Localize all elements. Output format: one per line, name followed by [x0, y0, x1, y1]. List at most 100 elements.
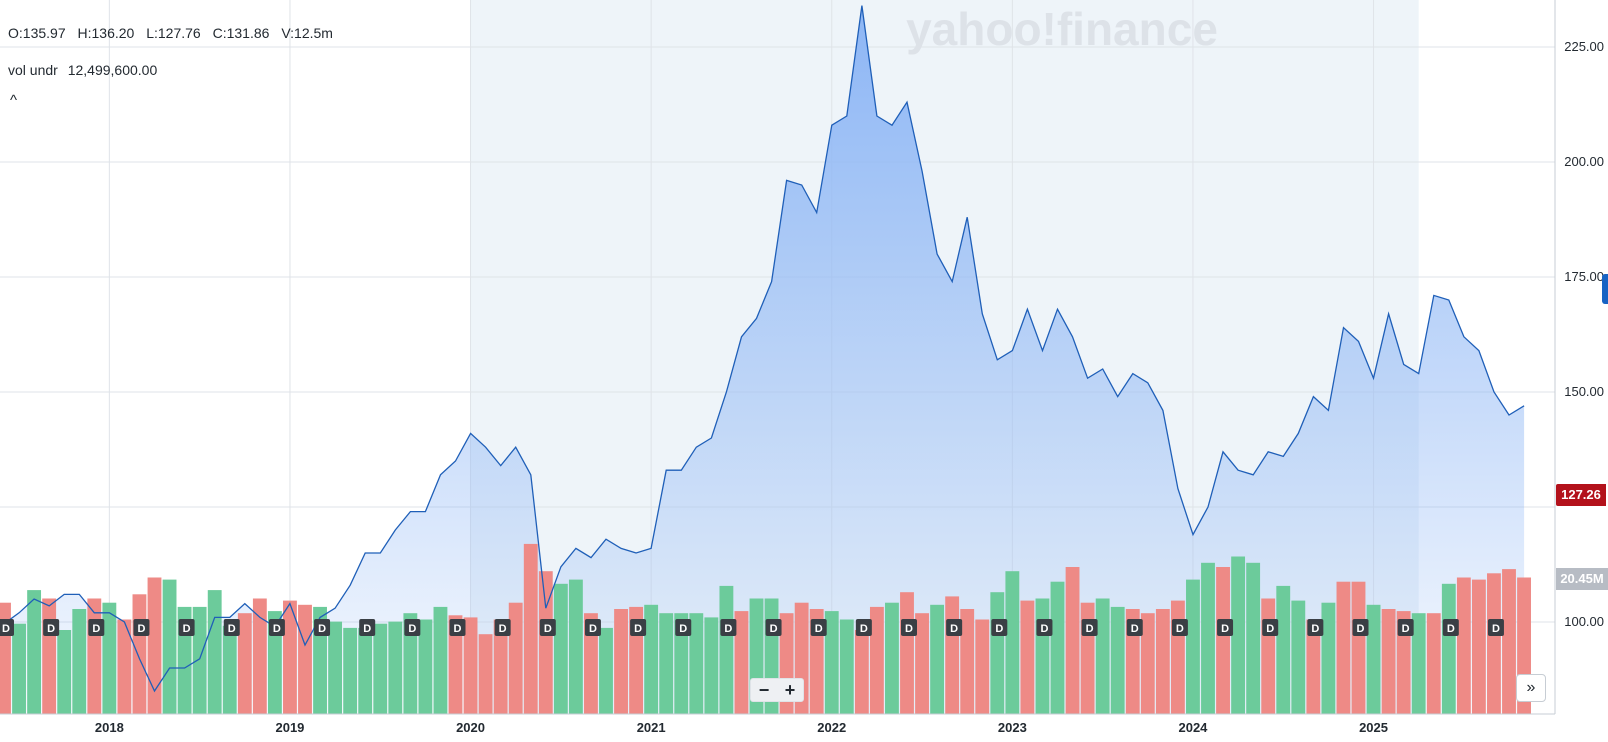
zoom-out-button[interactable]: −	[758, 680, 770, 700]
volume-bar	[568, 579, 583, 714]
y-tick-label: 175.00	[1564, 269, 1604, 284]
ohlc-readout: O:135.97 H:136.20 L:127.76 C:131.86 V:12…	[8, 25, 341, 41]
volume-bar	[1216, 567, 1230, 714]
dividend-marker[interactable]	[1352, 619, 1369, 636]
volume-bar	[1155, 609, 1170, 714]
dividend-marker[interactable]	[1307, 619, 1324, 636]
dividend-marker[interactable]	[404, 619, 421, 636]
volume-bar	[599, 627, 613, 714]
volume-bar	[1140, 613, 1155, 714]
zoom-controls: − +	[750, 678, 804, 702]
volume-bar	[1426, 613, 1441, 714]
volume-bar	[1351, 581, 1366, 714]
dividend-marker[interactable]	[1036, 619, 1053, 636]
volume-bar	[1336, 581, 1351, 714]
last-price-tag: 127.26	[1556, 484, 1606, 506]
dividend-marker[interactable]	[810, 619, 827, 636]
dividend-marker[interactable]	[1217, 619, 1234, 636]
x-tick-label: 2023	[998, 720, 1027, 735]
volume-bar	[885, 602, 899, 714]
dividend-marker-label: D	[724, 623, 732, 635]
volume-bar	[463, 617, 478, 714]
volume-bar	[990, 592, 1005, 714]
collapse-chevron-icon[interactable]: ^	[10, 92, 18, 109]
dividend-marker[interactable]	[494, 619, 511, 636]
volume-bar	[478, 634, 493, 714]
volume-bar	[689, 613, 704, 714]
dividend-marker[interactable]	[855, 619, 872, 636]
volume-bar	[132, 594, 147, 714]
zoom-in-button[interactable]: +	[784, 680, 796, 700]
dividend-marker[interactable]	[991, 619, 1008, 636]
dividend-marker[interactable]	[901, 619, 917, 636]
volume-bar	[72, 609, 87, 714]
open-value: O:135.97	[8, 25, 66, 41]
y-tick-label: 150.00	[1564, 384, 1604, 399]
dividend-marker-label: D	[1402, 623, 1410, 635]
volume-bar	[448, 615, 463, 714]
dividend-marker[interactable]	[1126, 619, 1143, 636]
x-tick-label: 2022	[817, 720, 846, 735]
dividend-marker[interactable]	[223, 619, 240, 636]
volume-bar	[252, 598, 267, 714]
dividend-marker[interactable]	[1487, 619, 1504, 636]
volume-bar	[1366, 604, 1381, 714]
x-tick-label: 2024	[1178, 720, 1208, 735]
dividend-marker-label: D	[815, 623, 823, 635]
high-value: H:136.20	[77, 25, 135, 41]
volume-bar	[1246, 562, 1261, 714]
dividend-marker[interactable]	[630, 619, 647, 636]
volume-bar	[222, 625, 237, 714]
dividend-marker[interactable]	[539, 619, 556, 636]
volume-bar	[1035, 598, 1050, 714]
x-tick-label: 2020	[456, 720, 485, 735]
dividend-marker[interactable]	[43, 619, 60, 636]
yahoo-finance-watermark: yahoo!finance	[906, 3, 1218, 55]
dividend-marker[interactable]	[946, 619, 963, 636]
dividend-marker[interactable]	[1171, 619, 1188, 636]
dividend-marker[interactable]	[133, 619, 150, 636]
dividend-marker[interactable]	[1081, 619, 1098, 636]
x-tick-label: 2019	[275, 720, 304, 735]
volume-bar	[584, 613, 598, 714]
dividend-marker-label: D	[1040, 623, 1048, 635]
volume-bar	[403, 613, 418, 714]
dividend-marker[interactable]	[1262, 619, 1279, 636]
volume-bar	[388, 621, 403, 714]
volume-bar	[869, 606, 884, 714]
dividend-marker[interactable]	[268, 619, 285, 636]
volume-bar	[42, 598, 57, 714]
volume-bar	[1095, 598, 1110, 714]
dividend-marker-label: D	[273, 623, 281, 635]
dividend-marker[interactable]	[765, 619, 782, 636]
dividend-marker[interactable]	[1397, 619, 1414, 636]
dividend-marker[interactable]	[359, 619, 376, 636]
dividend-marker-label: D	[454, 623, 462, 635]
dividend-marker[interactable]	[314, 619, 331, 636]
scroll-to-latest-button[interactable]: »	[1516, 674, 1546, 702]
volume-bar	[433, 606, 448, 714]
volume-study-value: 12,499,600.00	[67, 62, 158, 78]
volume-bar	[704, 617, 719, 714]
dividend-marker[interactable]	[88, 619, 105, 636]
dividend-marker-label: D	[318, 623, 326, 635]
dividend-marker[interactable]	[0, 619, 14, 636]
dividend-marker[interactable]	[449, 619, 466, 636]
dividend-marker[interactable]	[720, 619, 737, 636]
panel-expand-handle[interactable]	[1602, 274, 1608, 304]
dividend-marker-label: D	[1492, 623, 1500, 635]
dividend-marker[interactable]	[1442, 619, 1459, 636]
dividend-marker[interactable]	[675, 619, 692, 636]
dividend-marker-label: D	[1131, 623, 1139, 635]
dividend-marker[interactable]	[584, 619, 601, 636]
volume-bar	[57, 630, 72, 714]
y-tick-label: 225.00	[1564, 39, 1604, 54]
volume-bar	[12, 623, 26, 714]
dividend-marker-label: D	[1357, 623, 1365, 635]
volume-bar	[0, 602, 11, 714]
dividend-marker-label: D	[2, 623, 10, 635]
dividend-marker[interactable]	[178, 619, 195, 636]
volume-bar	[734, 611, 749, 714]
